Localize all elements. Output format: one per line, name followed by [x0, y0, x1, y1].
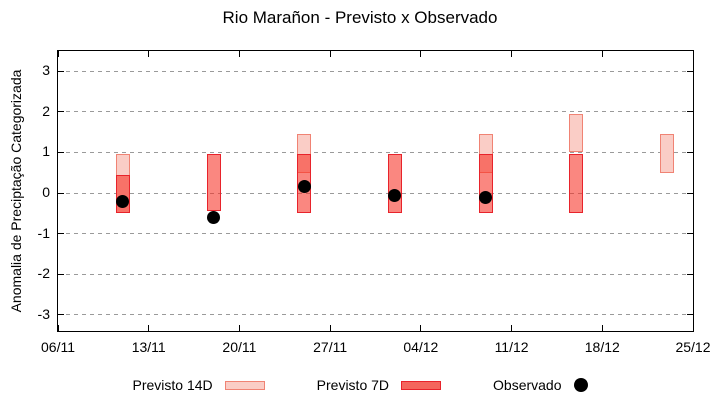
- bar-previsto-7d: [206, 154, 221, 212]
- observado-point: [479, 190, 493, 204]
- y-tick-label: 3: [42, 62, 50, 79]
- gridline: [58, 151, 693, 153]
- x-tick-mark: [329, 51, 331, 57]
- x-tick-mark: [238, 51, 240, 57]
- y-tick-mark: [58, 151, 64, 153]
- y-tick-mark: [687, 111, 693, 113]
- x-tick-mark: [511, 51, 513, 57]
- y-tick-label: 2: [42, 102, 50, 119]
- y-tick-mark: [58, 233, 64, 235]
- gridline: [58, 111, 693, 113]
- y-tick-mark: [58, 111, 64, 113]
- legend: Previsto 14D Previsto 7D Observado: [0, 374, 720, 396]
- x-tick-mark: [692, 325, 694, 331]
- legend-item: Previsto 14D: [133, 377, 265, 393]
- y-tick-mark: [58, 192, 64, 194]
- y-tick-mark: [687, 151, 693, 153]
- x-tick-label: 20/11: [222, 339, 257, 355]
- y-tick-mark: [58, 273, 64, 275]
- bar-previsto-7d: [387, 154, 402, 214]
- gridline: [58, 70, 693, 72]
- x-tick-label: 11/12: [494, 339, 529, 355]
- y-tick-mark: [687, 70, 693, 72]
- legend-item: Previsto 7D: [316, 377, 442, 393]
- bar-previsto-7d: [478, 154, 493, 214]
- y-tick-label: 1: [42, 143, 50, 160]
- x-tick-mark: [511, 325, 513, 331]
- legend-item: Observado: [493, 377, 588, 393]
- y-tick-mark: [58, 314, 64, 316]
- x-tick-mark: [420, 325, 422, 331]
- legend-label: Previsto 7D: [316, 377, 390, 393]
- y-tick-mark: [58, 70, 64, 72]
- gridline: [58, 233, 693, 235]
- observado-point: [116, 194, 130, 208]
- legend-previsto-7d-swatch: [401, 380, 442, 390]
- chart-title: Rio Marañon - Previsto x Observado: [222, 8, 498, 27]
- legend-label: Previsto 14D: [132, 377, 213, 393]
- plot-area: [57, 50, 694, 332]
- x-tick-mark: [692, 51, 694, 57]
- observado-point: [207, 210, 220, 224]
- y-tick-mark: [687, 273, 693, 275]
- x-tick-label: 04/12: [403, 339, 439, 355]
- y-tick-mark: [687, 192, 693, 194]
- x-tick-mark: [148, 51, 150, 57]
- legend-previsto-14d-swatch: [224, 380, 265, 390]
- x-tick-label: 06/11: [41, 339, 75, 355]
- y-tick-label: -3: [37, 305, 50, 322]
- gridline: [58, 273, 693, 275]
- y-tick-label: -2: [37, 265, 50, 282]
- gridline: [58, 314, 693, 316]
- x-tick-mark: [57, 325, 59, 331]
- x-tick-mark: [420, 51, 422, 57]
- x-tick-label: 27/11: [313, 339, 348, 355]
- x-tick-mark: [601, 325, 603, 331]
- y-tick-label: -1: [37, 224, 50, 241]
- gridline: [58, 192, 693, 194]
- observado-point: [388, 188, 402, 202]
- bar-previsto-14d: [569, 113, 584, 153]
- bar-previsto-7d: [569, 154, 584, 214]
- x-tick-label: 13/11: [131, 339, 166, 355]
- y-tick-label: 0: [42, 184, 50, 200]
- legend-label: Observado: [493, 377, 562, 393]
- y-tick-mark: [687, 314, 693, 316]
- x-tick-mark: [238, 325, 240, 331]
- observado-point: [297, 180, 311, 194]
- bar-previsto-14d: [660, 134, 675, 173]
- x-tick-label: 18/12: [584, 339, 620, 355]
- x-tick-mark: [148, 325, 150, 331]
- y-tick-mark: [687, 233, 693, 235]
- x-tick-label: 25/12: [675, 339, 711, 355]
- legend-observado-dot: [573, 378, 588, 392]
- x-tick-mark: [329, 325, 331, 331]
- x-tick-mark: [601, 51, 603, 57]
- x-tick-mark: [57, 51, 59, 57]
